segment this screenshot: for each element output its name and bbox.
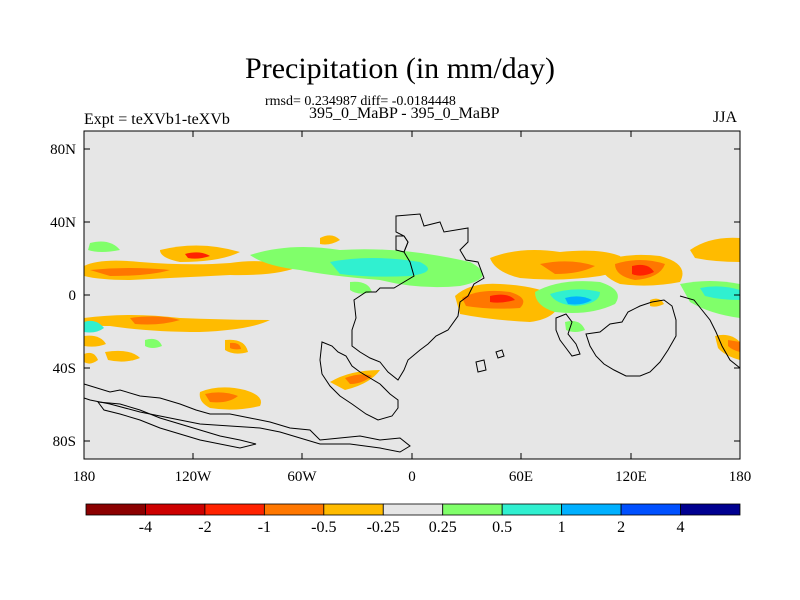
lon-label: 0: [408, 469, 416, 485]
colorbar-cell: [561, 503, 622, 516]
anomaly-patch: [320, 235, 340, 245]
anomaly-patch: [105, 350, 140, 362]
lat-label: 40N: [50, 215, 76, 231]
precip-anomaly-patches: [84, 235, 740, 410]
plot-title: Precipitation (in mm/day): [245, 52, 555, 85]
anomaly-patch: [145, 338, 162, 348]
anomaly-patch: [565, 296, 592, 305]
colorbar-cell: [620, 503, 681, 516]
colorbar-cell: [442, 503, 503, 516]
anomaly-patch: [205, 392, 238, 403]
colorbar-label: 0.25: [429, 519, 457, 536]
colorbar-label: -0.25: [367, 519, 400, 536]
anomaly-patch: [84, 335, 106, 347]
colorbar-cell: [501, 503, 563, 516]
lon-label: 120W: [175, 469, 213, 485]
colorbar-label: -1: [258, 519, 271, 536]
anomaly-patch: [84, 260, 300, 280]
axis-ticks: [83, 131, 741, 459]
lon-label: 180: [73, 469, 96, 485]
colorbar-label: 0.5: [492, 519, 512, 536]
coastline-island: [475, 359, 487, 373]
anomaly-patch: [690, 237, 740, 262]
coastline-australia: [585, 299, 677, 377]
anomaly-patch: [84, 352, 98, 364]
anomaly-patch: [350, 281, 372, 294]
colorbar-label: -4: [139, 519, 152, 536]
colorbar-cell: [323, 503, 384, 516]
coastline-southern-ocean: [83, 383, 411, 453]
colorbar-label: -2: [198, 519, 211, 536]
colorbar-label: 1: [558, 519, 566, 536]
coastline-pacific-east: [679, 295, 741, 369]
anomaly-patch: [88, 241, 120, 252]
coastline-indonesia: [555, 313, 581, 357]
lon-label: 60W: [287, 469, 317, 485]
anomaly-patch: [330, 258, 428, 277]
coastline-south-america: [319, 341, 399, 421]
colorbar-cell: [145, 503, 206, 516]
colorbar-label: 4: [677, 519, 685, 536]
colorbar-label: -0.5: [311, 519, 336, 536]
coastline-peninsula: [96, 401, 257, 449]
coastline-africa: [351, 213, 485, 381]
lon-label: 60E: [509, 469, 533, 485]
anomaly-patch: [185, 252, 210, 259]
coastlines: [83, 213, 741, 453]
lat-label: 80S: [53, 434, 76, 450]
stats-line: rmsd= 0.234987 diff= -0.0184448: [265, 94, 456, 109]
lat-label: 40S: [53, 361, 76, 377]
coastline-europe: [395, 235, 409, 253]
anomaly-patch: [90, 268, 170, 276]
map-background: [84, 131, 740, 459]
colorbar-cell: [680, 503, 741, 516]
colorbar-cell: [382, 503, 444, 516]
anomaly-patch: [490, 294, 515, 303]
anomaly-patch: [84, 320, 104, 333]
case-label: 395_0_MaBP - 395_0_MaBP: [309, 105, 500, 122]
anomaly-patch: [230, 342, 241, 350]
colorbar: -4 -2 -1 -0.5 -0.25 0.25 0.5 1 2 4: [85, 503, 741, 536]
anomaly-patch: [345, 374, 372, 384]
anomaly-patch: [700, 286, 740, 300]
lon-label: 180: [729, 469, 752, 485]
anomaly-patch: [130, 316, 180, 325]
anomaly-patch: [632, 264, 654, 276]
coastline-island-2: [495, 349, 505, 359]
anomaly-patch: [540, 261, 595, 274]
colorbar-cell: [263, 503, 325, 516]
experiment-label: Expt = teXVb1-teXVb: [84, 111, 230, 128]
lon-label: 120E: [615, 469, 647, 485]
colorbar-label: 2: [617, 519, 625, 536]
colorbar-cell: [204, 503, 265, 516]
lat-label: 80N: [50, 142, 76, 158]
anomaly-patch: [728, 340, 740, 352]
season-label: JJA: [713, 109, 738, 126]
anomaly-patch: [84, 315, 270, 332]
lat-label: 0: [69, 288, 77, 304]
colorbar-cell: [85, 503, 146, 516]
